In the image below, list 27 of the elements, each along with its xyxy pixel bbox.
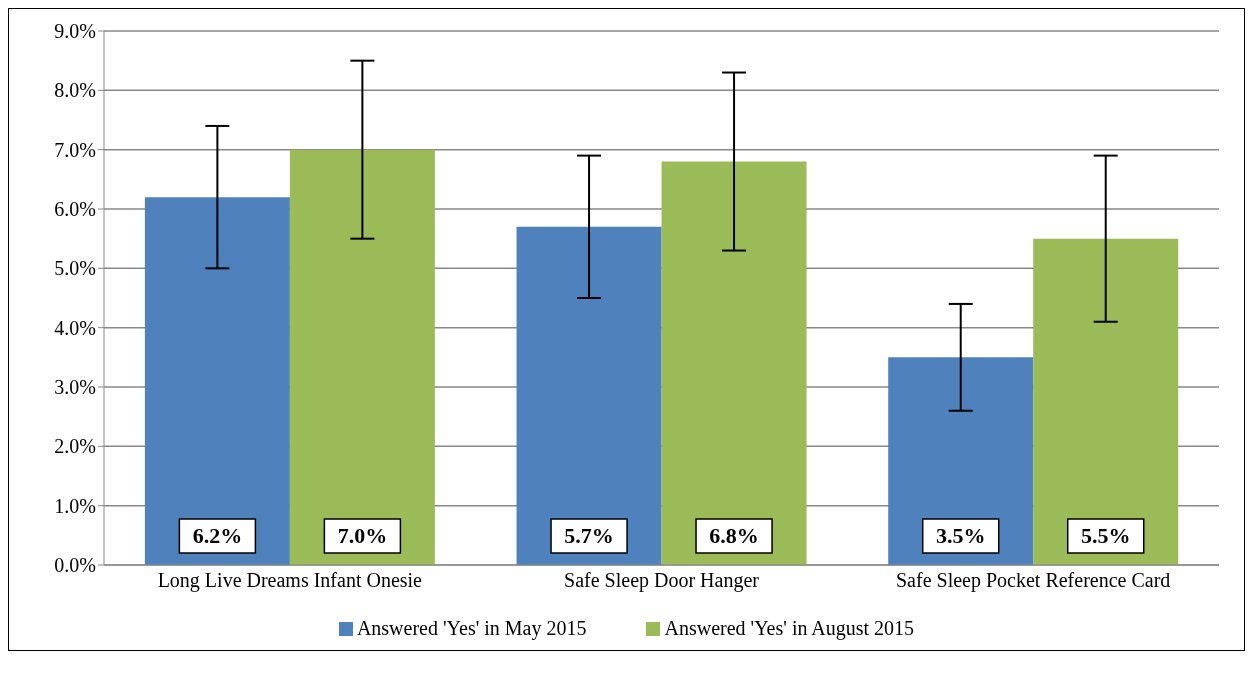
y-tick-label: 3.0%: [54, 376, 96, 399]
bar: [661, 161, 807, 565]
bar: [1033, 238, 1179, 565]
legend-label: Answered 'Yes' in May 2015: [356, 617, 587, 640]
x-tick-label: Safe Sleep Door Hanger: [564, 569, 760, 593]
bar: [289, 149, 435, 565]
y-tick-label: 1.0%: [54, 494, 96, 517]
data-label: 6.2%: [192, 523, 243, 548]
y-tick-label: 8.0%: [54, 79, 96, 102]
y-tick-label: 4.0%: [54, 316, 96, 339]
y-tick-label: 2.0%: [54, 435, 96, 458]
bar: [144, 197, 290, 565]
y-tick-label: 5.0%: [54, 257, 96, 280]
y-tick-label: 7.0%: [54, 138, 96, 161]
y-tick-label: 6.0%: [54, 198, 96, 221]
data-label: 3.5%: [935, 523, 986, 548]
data-label: 5.5%: [1080, 523, 1131, 548]
data-label: 7.0%: [337, 523, 388, 548]
x-tick-label: Safe Sleep Pocket Reference Card: [896, 569, 1171, 593]
data-label: 5.7%: [564, 523, 614, 548]
legend-label: Answered 'Yes' in August 2015: [664, 617, 915, 640]
bar: [516, 226, 662, 565]
y-tick-label: 9.0%: [54, 20, 96, 43]
y-tick-label: 0.0%: [54, 554, 96, 577]
data-label: 6.8%: [709, 523, 759, 548]
bar: [888, 357, 1034, 565]
x-tick-label: Long Live Dreams Infant Onesie: [157, 569, 423, 593]
